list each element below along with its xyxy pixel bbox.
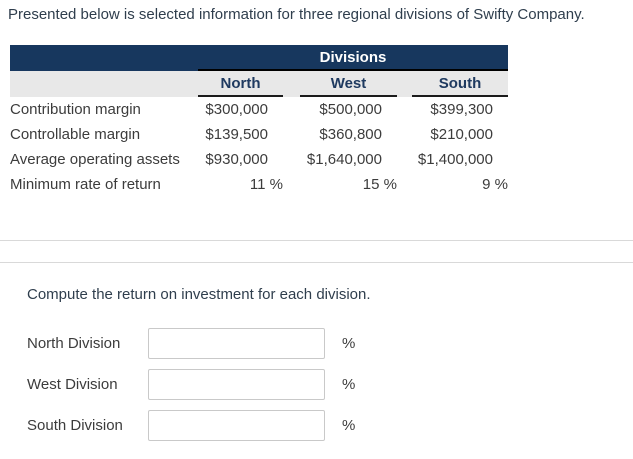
row-label-contribution-margin: Contribution margin — [10, 101, 141, 118]
value-average-operating-assets-south: $1,400,000 — [417, 151, 493, 168]
value-minimum-rate-north: 11 % — [249, 176, 283, 193]
table-row: Minimum rate of return 11 % 15 % 9 % — [10, 172, 508, 197]
value-contribution-margin-south: $399,300 — [430, 101, 493, 118]
divisions-group-header: Divisions — [198, 45, 508, 71]
answer-label-south-division: South Division — [27, 417, 123, 434]
value-average-operating-assets-west: $1,640,000 — [306, 151, 382, 168]
percent-suffix: % — [342, 376, 356, 393]
table-row: Controllable margin $139,500 $360,800 $2… — [10, 122, 508, 147]
value-contribution-margin-west: $500,000 — [319, 101, 382, 118]
answer-row-south: South Division % — [27, 410, 355, 441]
row-label-controllable-margin: Controllable margin — [10, 126, 141, 143]
value-minimum-rate-south: 9 % — [482, 176, 508, 193]
row-label-minimum-rate-of-return: Minimum rate of return — [10, 176, 161, 193]
question-text: Compute the return on investment for eac… — [27, 286, 371, 303]
table-row: Contribution margin $300,000 $500,000 $3… — [10, 97, 508, 122]
intro-text: Presented below is selected information … — [8, 6, 585, 23]
column-header-spacer — [10, 71, 198, 97]
value-controllable-margin-north: $139,500 — [205, 126, 268, 143]
answer-row-west: West Division % — [27, 369, 355, 400]
group-header-spacer — [10, 45, 198, 71]
north-division-roi-input[interactable] — [148, 328, 325, 359]
column-header-west: West — [300, 71, 397, 97]
section-divider-bottom — [0, 262, 633, 263]
answer-label-west-division: West Division — [27, 376, 118, 393]
divisions-table: Divisions North West South Contribution … — [10, 45, 508, 197]
south-division-roi-input[interactable] — [148, 410, 325, 441]
percent-suffix: % — [342, 335, 356, 352]
column-header-north: North — [198, 71, 283, 97]
answer-label-north-division: North Division — [27, 335, 121, 352]
value-minimum-rate-west: 15 % — [362, 176, 397, 193]
answer-row-north: North Division % — [27, 328, 355, 359]
column-header-south: South — [412, 71, 508, 97]
value-controllable-margin-west: $360,800 — [319, 126, 382, 143]
value-average-operating-assets-north: $930,000 — [205, 151, 268, 168]
value-contribution-margin-north: $300,000 — [205, 101, 268, 118]
table-group-header-row: Divisions — [10, 45, 508, 71]
section-divider-top — [0, 240, 633, 241]
west-division-roi-input[interactable] — [148, 369, 325, 400]
value-controllable-margin-south: $210,000 — [430, 126, 493, 143]
percent-suffix: % — [342, 417, 356, 434]
table-column-header-row: North West South — [10, 71, 508, 97]
table-row: Average operating assets $930,000 $1,640… — [10, 147, 508, 172]
row-label-average-operating-assets: Average operating assets — [10, 151, 180, 168]
